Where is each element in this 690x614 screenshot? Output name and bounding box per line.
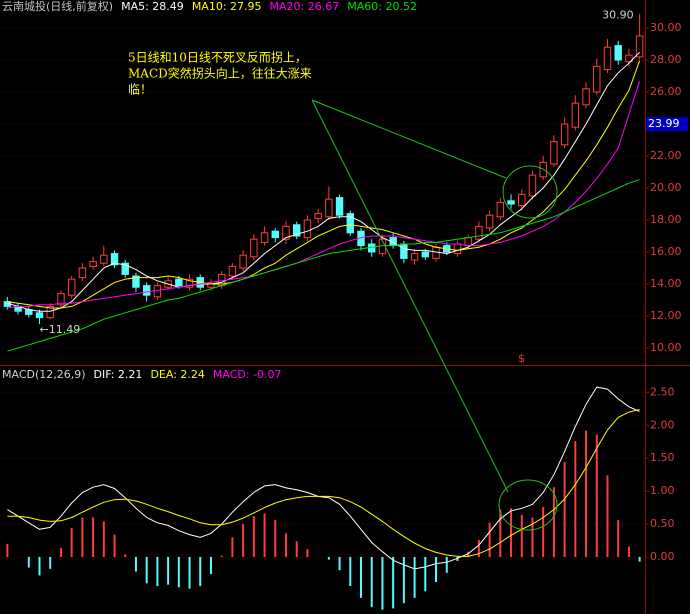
y-tick-label: 1.00 — [650, 484, 675, 497]
candle-body — [228, 265, 237, 277]
y-tick-label: 10.00 — [650, 341, 682, 354]
pointer-line — [311, 99, 507, 179]
y-tick-label: 30.00 — [650, 21, 682, 34]
legend-entry: 云南城投(日线,前复权) — [2, 0, 113, 13]
candle-body — [121, 262, 129, 275]
pointer-line — [311, 99, 509, 493]
candle-body — [89, 261, 97, 267]
candle-body — [571, 102, 580, 128]
legend-entry: MACD: -0.07 — [213, 368, 282, 381]
legend-entry: MA5: 28.49 — [121, 0, 184, 13]
candle-body — [35, 312, 44, 319]
candle-body — [603, 46, 612, 71]
candle-body — [282, 225, 290, 240]
candle-body — [400, 243, 408, 259]
y-tick-label: 28.00 — [650, 53, 682, 66]
candle-body — [453, 243, 462, 255]
legend-entry: MA20: 26.67 — [270, 0, 340, 13]
ma-line — [7, 51, 640, 312]
candle-body — [67, 278, 76, 296]
candle-body — [496, 201, 505, 218]
legend-entry: DIF: 2.21 — [94, 368, 143, 381]
candle-body — [303, 219, 312, 239]
legend-entry: MA10: 27.95 — [192, 0, 262, 13]
candle-body — [110, 253, 119, 266]
annotation: 临！ — [128, 83, 152, 97]
candle-body — [57, 293, 65, 306]
highlight-circle — [498, 479, 558, 531]
ma-line — [7, 81, 641, 309]
ma-line — [7, 60, 641, 309]
candle-body — [239, 254, 247, 269]
candle-body — [78, 267, 87, 279]
ma-line — [7, 179, 640, 352]
candle-body — [464, 237, 472, 247]
candle-body — [271, 230, 279, 239]
candle-body — [314, 213, 322, 219]
y-tick-label: 0.50 — [650, 517, 675, 530]
candle-body — [335, 197, 344, 216]
candle-body — [46, 305, 54, 319]
candle-body — [325, 198, 333, 218]
y-tick-label: 16.00 — [650, 245, 682, 258]
candle-body — [507, 200, 515, 205]
annotation: MACD突然拐头向上，往往大涨来 — [128, 66, 312, 81]
candle-body — [528, 174, 537, 197]
y-tick-label: 20.00 — [650, 181, 682, 194]
candle-body — [625, 54, 633, 63]
annotation: 5日线和10日线不死叉反而拐上， — [128, 50, 307, 65]
candle-body — [175, 278, 183, 287]
marker: $ — [518, 352, 525, 365]
candle-body — [260, 232, 269, 243]
candle-body — [142, 285, 151, 296]
y-tick-label: 26.00 — [650, 85, 682, 98]
y-tick-label: 14.00 — [650, 277, 682, 290]
candle-body — [485, 214, 494, 229]
y-tick-label: 2.00 — [650, 418, 675, 431]
candle-body — [635, 35, 644, 58]
candle-body — [346, 213, 355, 234]
candle-body — [550, 141, 558, 165]
highlight-circle — [502, 165, 558, 219]
price-tag-label: 23.99 — [648, 117, 680, 130]
candle-body — [475, 225, 483, 240]
ma-line — [7, 409, 640, 557]
candle-body — [185, 278, 194, 288]
candle-body — [410, 253, 419, 261]
candle-body — [292, 224, 301, 237]
candle-body — [132, 275, 140, 288]
y-tick-label: 1.50 — [650, 451, 675, 464]
candle-body — [518, 193, 526, 207]
y-tick-label: 0.00 — [650, 550, 675, 563]
y-tick-label: 18.00 — [650, 213, 682, 226]
low-label: ←11.49 — [40, 323, 81, 336]
candle-body — [582, 88, 590, 106]
candle-body — [593, 65, 601, 93]
y-tick-label: 22.00 — [650, 149, 682, 162]
ma-line — [7, 386, 640, 570]
high-label: 30.90 — [602, 9, 634, 22]
legend-entry: MA60: 20.52 — [347, 0, 417, 13]
price-tag — [646, 117, 688, 132]
y-tick-label: 12.00 — [650, 309, 682, 322]
legend-entry: MACD(12,26,9) — [2, 368, 86, 381]
candle-body — [614, 45, 622, 61]
candle-body — [250, 238, 258, 258]
legend-entry: DEA: 2.24 — [150, 368, 204, 381]
candle-body — [100, 254, 108, 264]
candle-body — [421, 251, 430, 258]
candle-body — [560, 123, 569, 146]
y-tick-label: 2.50 — [650, 385, 675, 398]
